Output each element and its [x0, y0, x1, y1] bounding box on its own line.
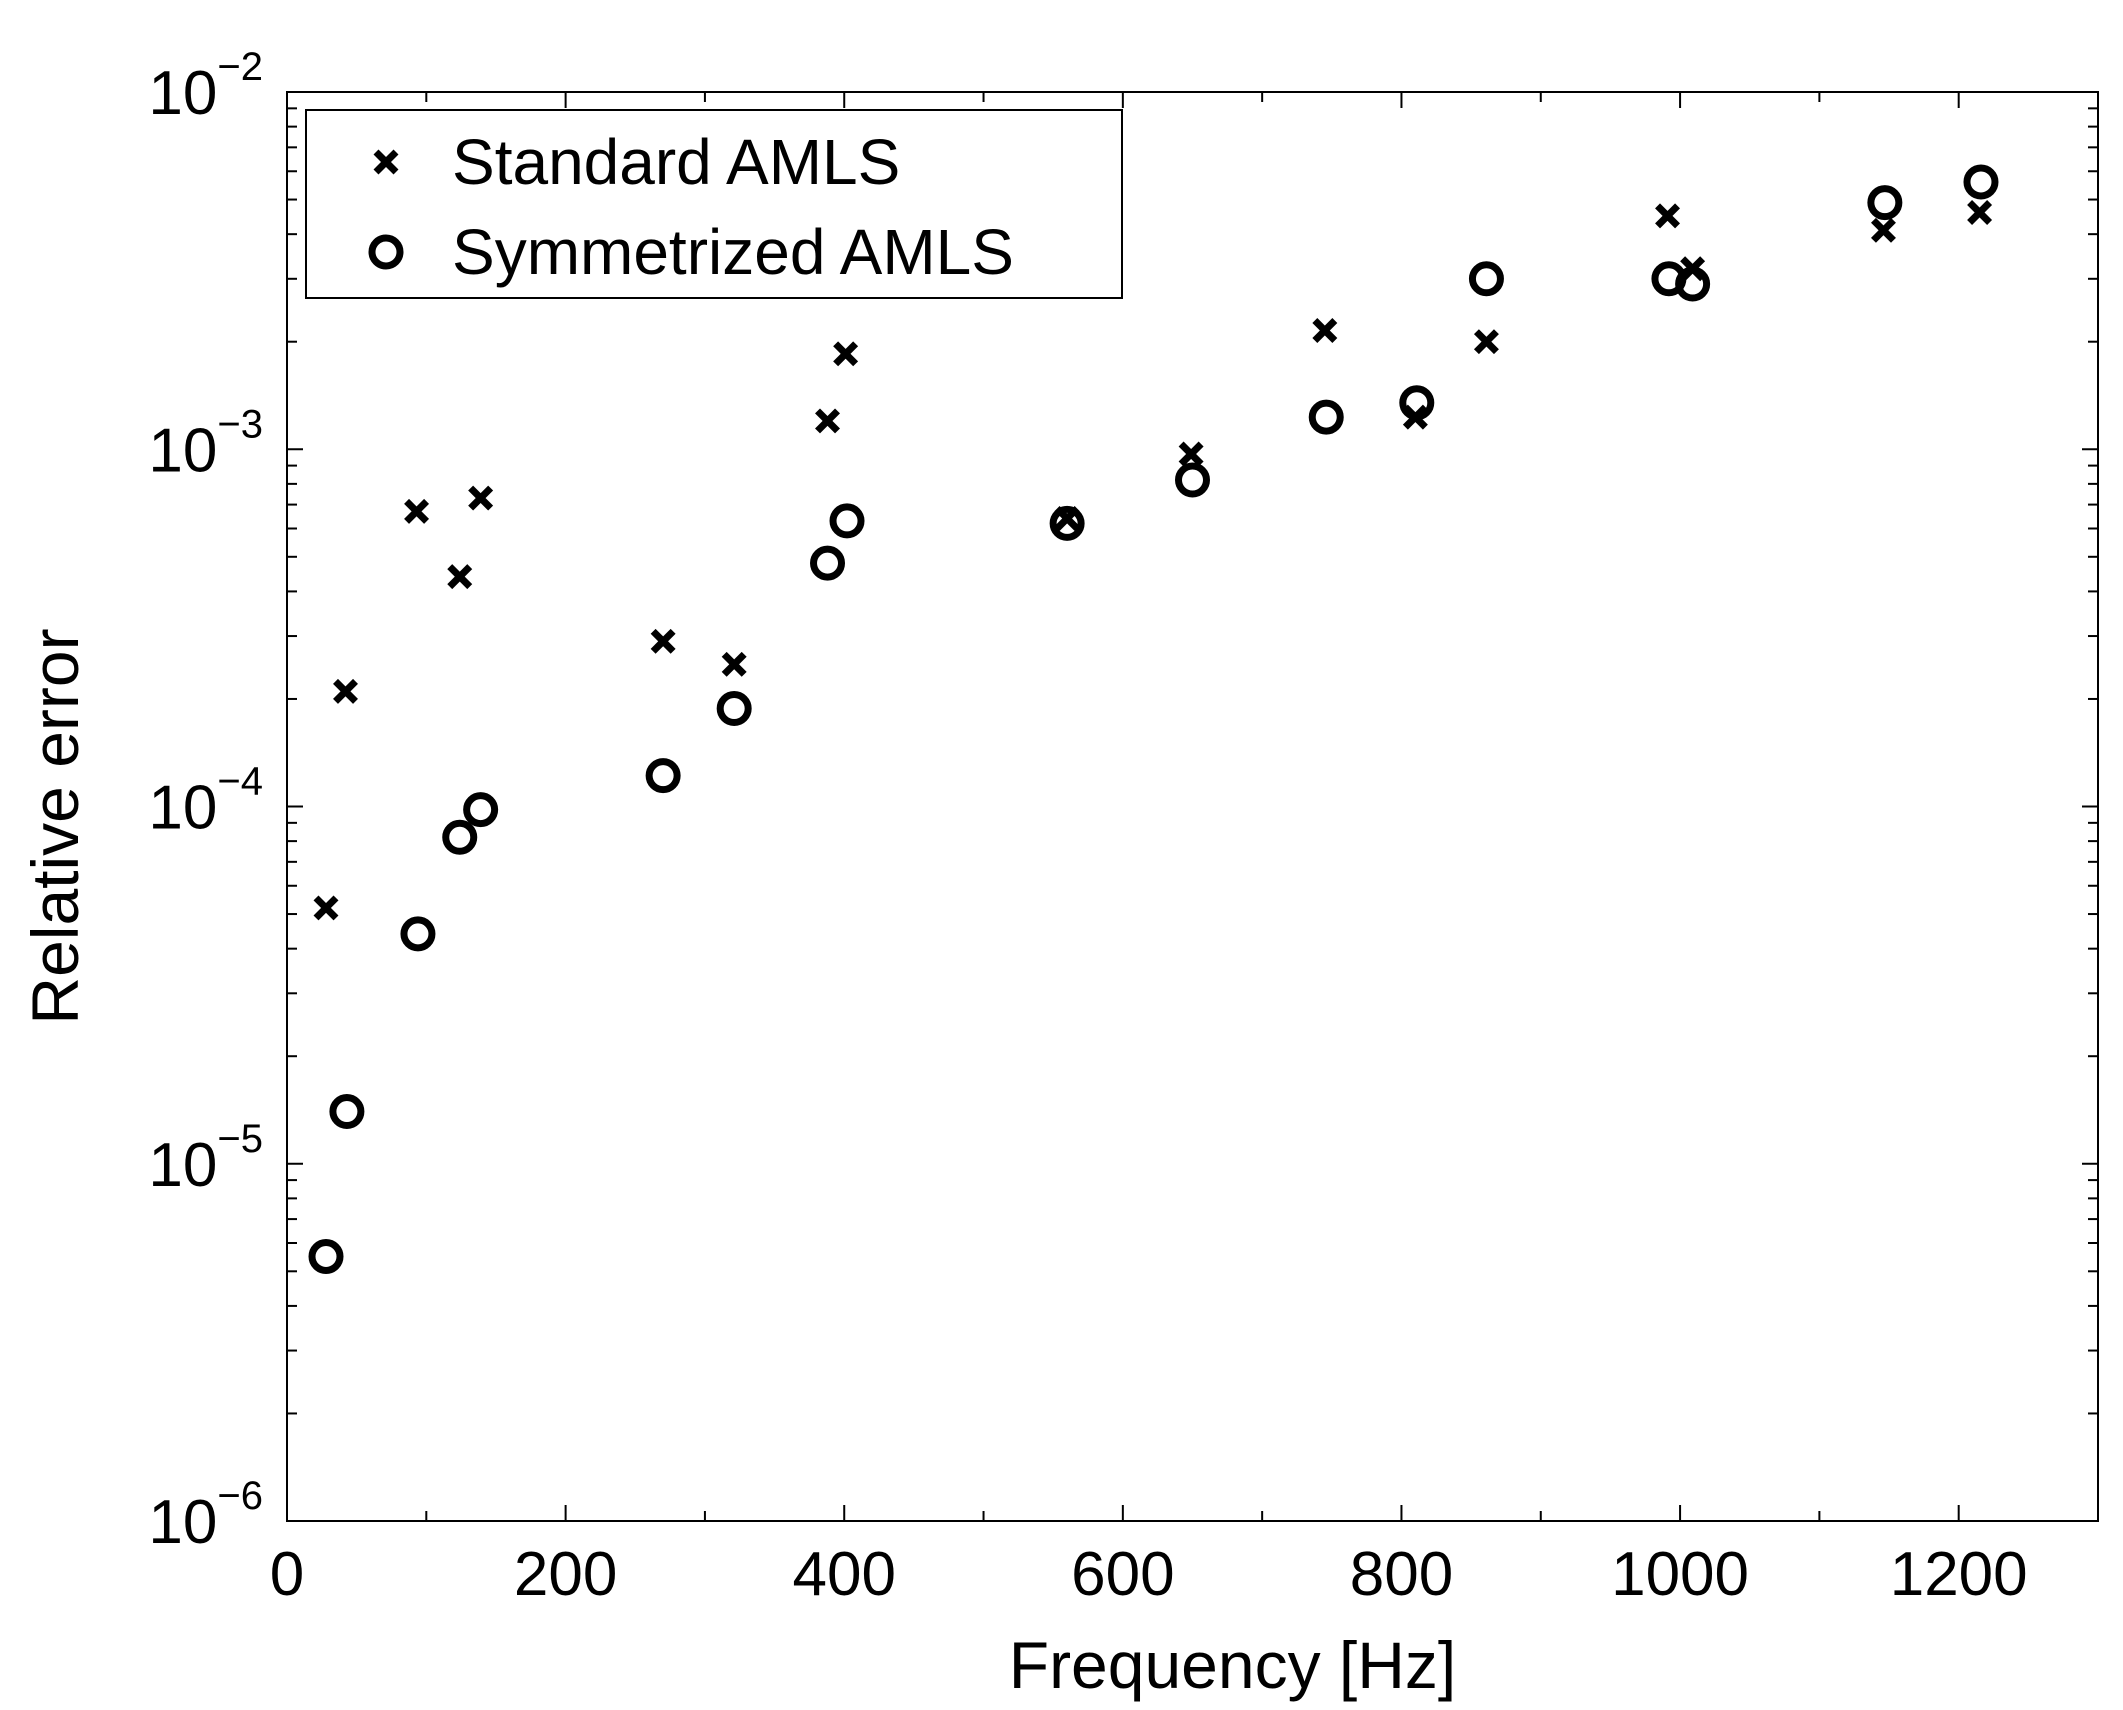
legend-label-symmetrized-amls: Symmetrized AMLS	[452, 216, 1014, 288]
data-point-x-marker	[447, 564, 473, 590]
y-tick-base: 10	[148, 416, 217, 485]
y-tick-exponent: −2	[217, 45, 263, 89]
y-tick-base: 10	[148, 59, 217, 128]
legend-circle-marker	[368, 234, 404, 270]
data-point-circle-marker	[645, 758, 681, 794]
y-tick-label: 10−6	[148, 1474, 263, 1557]
data-point-circle-marker	[442, 819, 478, 855]
data-point-circle-marker	[810, 545, 846, 581]
data-point-x-marker	[313, 895, 339, 921]
y-tick-label: 10−4	[148, 760, 263, 843]
y-tick-label: 10−2	[148, 45, 263, 128]
data-point-x-marker	[333, 678, 358, 704]
x-tick-labels: 0 200 400 600 800 1000 1200	[270, 1540, 2028, 1609]
x-tick-label: 600	[1071, 1540, 1174, 1609]
data-point-x-marker	[721, 651, 747, 677]
data-point-circle-marker	[1399, 385, 1435, 421]
data-point-circle-marker	[1867, 185, 1903, 221]
y-tick-exponent: −4	[217, 760, 263, 804]
data-point-circle-marker	[329, 1094, 365, 1130]
x-tick-label: 1200	[1890, 1540, 2028, 1609]
x-tick-label: 1000	[1611, 1540, 1749, 1609]
data-point-x-marker	[1473, 329, 1499, 355]
x-tick-label: 0	[270, 1540, 304, 1609]
x-tick-label: 400	[793, 1540, 896, 1609]
y-tick-exponent: −3	[217, 402, 263, 446]
legend-label-standard-amls: Standard AMLS	[452, 126, 900, 198]
data-point-x-marker	[833, 341, 859, 367]
data-points	[308, 164, 1999, 1275]
data-point-circle-marker	[1308, 399, 1344, 435]
data-point-circle-marker	[1175, 462, 1210, 498]
x-axis-label: Frequency [Hz]	[1009, 1628, 1457, 1702]
data-point-x-marker	[404, 498, 430, 524]
data-point-x-marker	[1655, 203, 1681, 229]
legend-marker-symmetrized-amls	[368, 234, 404, 270]
data-point-circle-marker	[1675, 266, 1711, 302]
data-point-circle-marker	[308, 1239, 344, 1275]
data-point-x-marker	[650, 628, 676, 654]
x-tick-label: 800	[1350, 1540, 1453, 1609]
y-axis-label: Relative error	[18, 628, 92, 1024]
data-point-circle-marker	[1049, 505, 1085, 541]
data-point-x-marker	[1870, 217, 1896, 243]
y-tick-base: 10	[148, 1488, 217, 1557]
y-tick-labels: 10−610−510−410−310−2	[148, 45, 263, 1557]
legend-box	[305, 109, 1123, 299]
y-tick-exponent: −6	[217, 1474, 263, 1518]
data-point-circle-marker	[1468, 261, 1504, 297]
y-tick-label: 10−3	[148, 402, 263, 485]
data-point-x-marker	[815, 408, 840, 434]
y-tick-base: 10	[148, 1131, 217, 1200]
y-tick-base: 10	[148, 774, 217, 843]
data-point-circle-marker	[829, 503, 865, 539]
series-symmetrized-amls	[308, 164, 1999, 1275]
data-point-x-marker	[1312, 318, 1338, 343]
data-point-x-marker	[468, 485, 494, 511]
y-tick-exponent: −5	[217, 1117, 263, 1161]
data-point-circle-marker	[1963, 164, 1999, 200]
x-tick-label: 200	[514, 1540, 617, 1609]
data-point-circle-marker	[463, 792, 499, 828]
data-point-x-marker	[1967, 200, 1993, 225]
data-point-x-marker	[1178, 441, 1204, 467]
data-point-circle-marker	[400, 916, 436, 952]
legend-x-marker	[373, 149, 399, 175]
legend-marker-standard-amls	[373, 149, 399, 175]
legend: Standard AMLS Symmetrized AMLS	[305, 109, 1123, 299]
axis-ticks	[286, 92, 2099, 1522]
y-tick-label: 10−5	[148, 1117, 263, 1200]
data-point-circle-marker	[716, 691, 752, 727]
